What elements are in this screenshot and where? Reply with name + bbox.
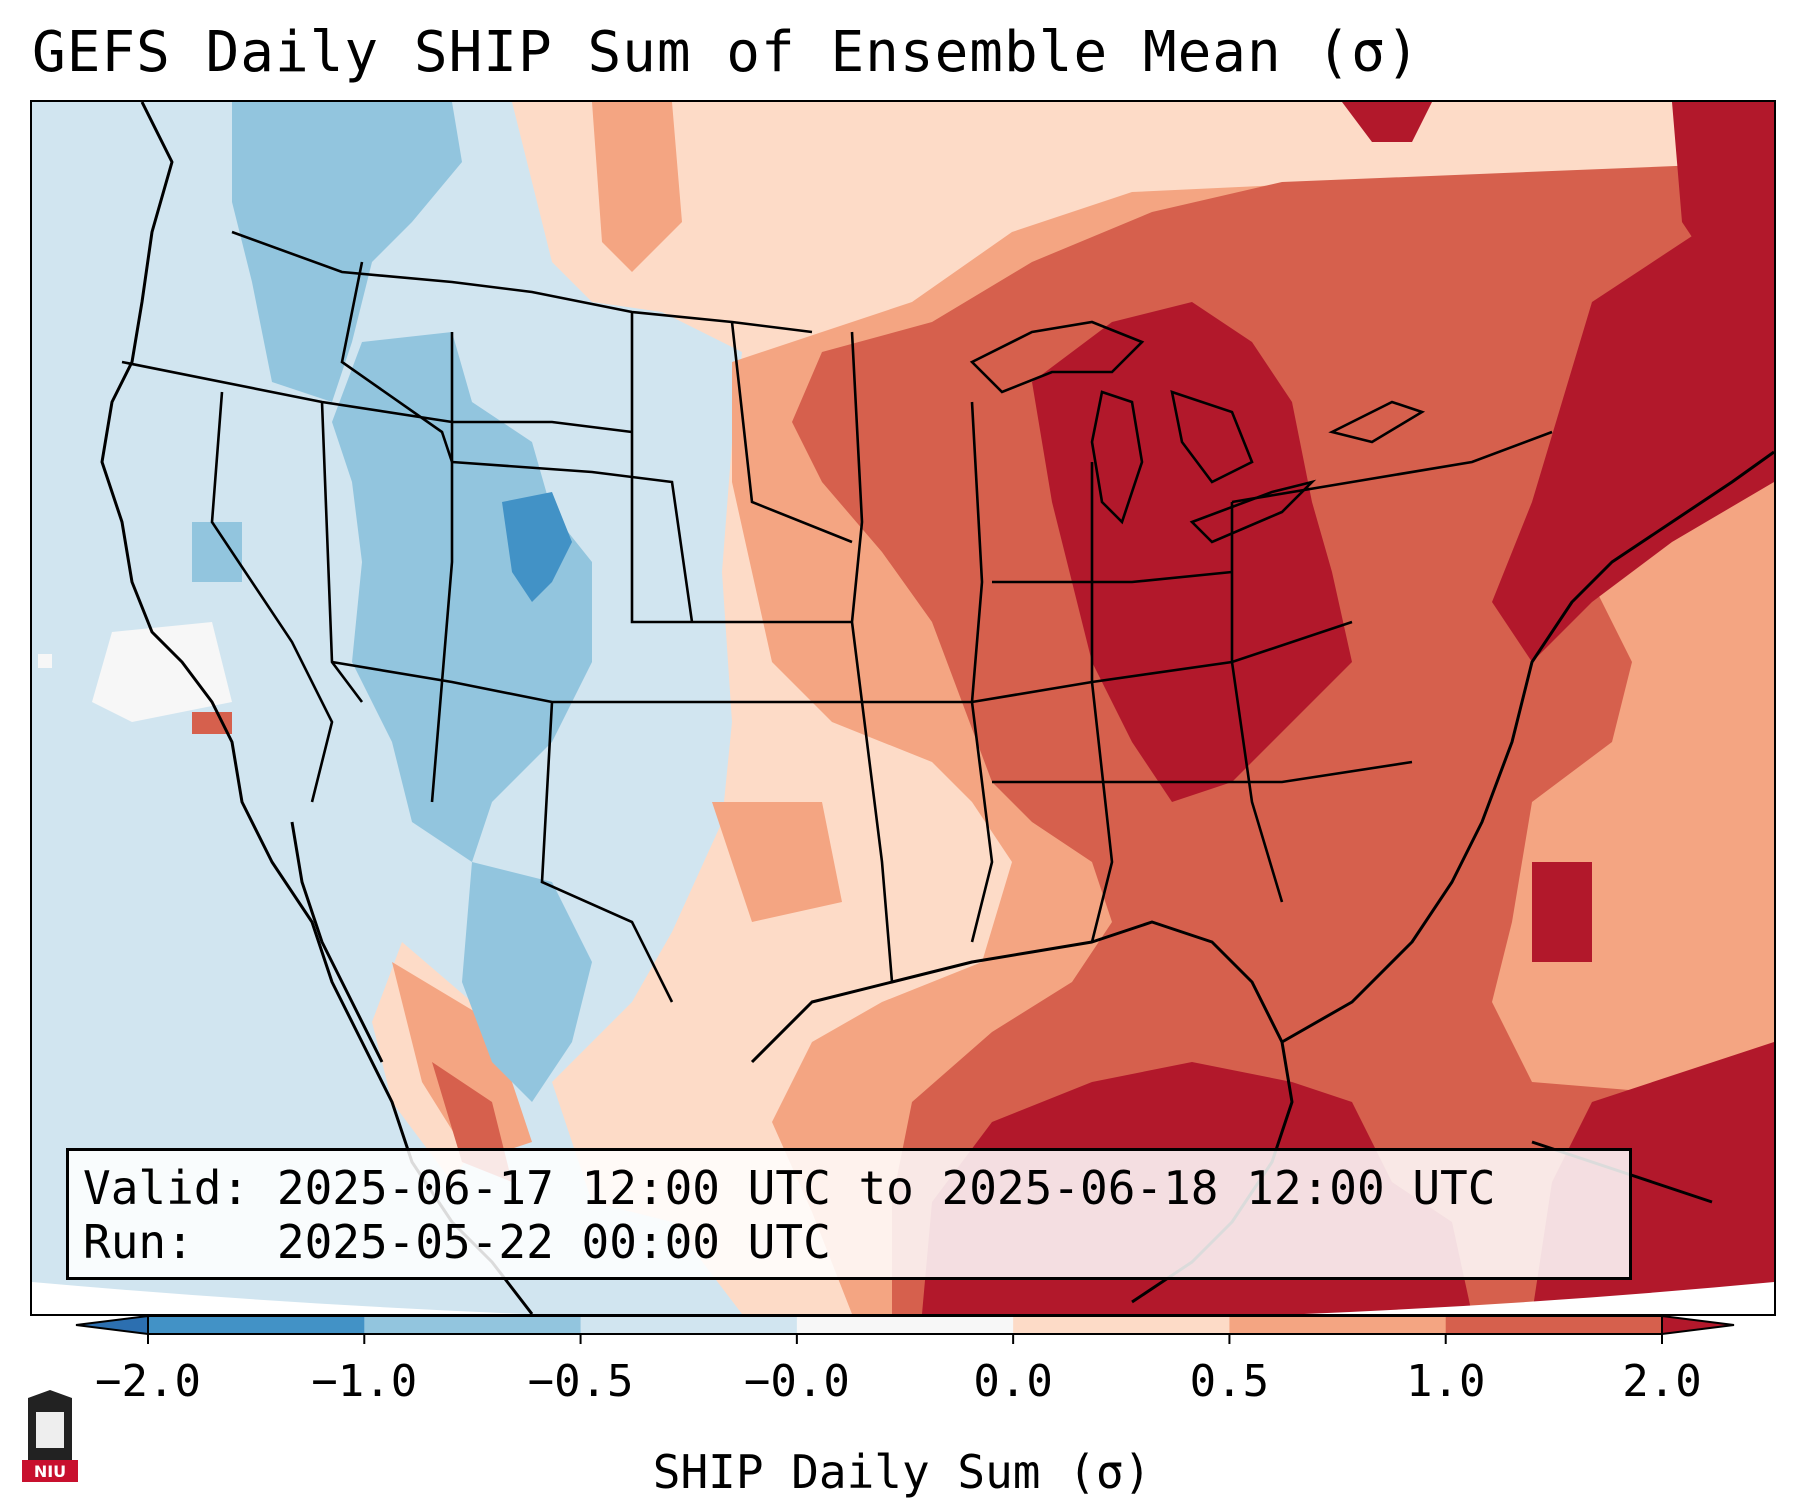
logo-banner xyxy=(22,1460,78,1482)
colorbar-tick-label: 1.0 xyxy=(1406,1356,1485,1407)
logo-roof xyxy=(28,1390,72,1398)
great-lakes xyxy=(969,320,1426,544)
quebec-strong-positive xyxy=(1532,192,1652,292)
great-basin-rockies-negative xyxy=(332,332,592,862)
nm-border xyxy=(540,701,674,1003)
mexico-positive xyxy=(392,962,532,1162)
nova-scotia-max xyxy=(1672,102,1774,282)
colorbar-ticks: −2.0 −1.0 −0.5 −0.0 0.0 0.5 1.0 2.0 xyxy=(95,1334,1702,1407)
great-plains-line xyxy=(630,312,852,624)
colorbar-bin xyxy=(796,1316,1014,1334)
pacific-coastline xyxy=(100,102,534,1314)
colorbar-bin xyxy=(364,1316,582,1334)
valid-run-info-box: Valid: 2025-06-17 12:00 UTC to 2025-06-1… xyxy=(66,1148,1632,1280)
pacific-northwest-negative xyxy=(232,102,462,402)
pacific-near-zero xyxy=(92,622,232,722)
in-oh-line xyxy=(1090,462,1114,943)
colorbar-bin xyxy=(580,1316,798,1334)
appalachian-line xyxy=(1230,502,1284,903)
ut-co-border xyxy=(430,332,454,803)
colorbar-frame xyxy=(147,1316,1663,1335)
colorbar-bin xyxy=(1445,1316,1663,1334)
shaded-map xyxy=(32,102,1774,1314)
id-mt-border xyxy=(340,261,454,463)
projection-edge xyxy=(32,1282,1774,1314)
colorbar-tick-label: −1.0 xyxy=(311,1356,417,1407)
northeast-max xyxy=(1492,182,1774,662)
tn-nc-line xyxy=(992,760,1413,784)
great-lakes-ohio-valley-max xyxy=(1032,302,1352,802)
near-zero-region xyxy=(32,622,1774,1314)
colorbar-tick-label: −0.5 xyxy=(528,1356,634,1407)
oh-river-line xyxy=(992,570,1233,584)
mexico-negative xyxy=(462,862,592,1102)
southern-tier-line xyxy=(672,620,1353,704)
lake-huron xyxy=(1170,390,1254,484)
strong-negative-region xyxy=(502,492,572,602)
lake-ontario xyxy=(1328,400,1426,444)
pacific-near-zero-pixel xyxy=(38,654,52,668)
colorbar-over-arrow xyxy=(1661,1316,1735,1336)
oklahoma-positive xyxy=(712,802,842,922)
colorbar: −2.0 −1.0 −0.5 −0.0 0.0 0.5 1.0 2.0 SHIP Daily … xyxy=(75,1316,1735,1499)
state-borders xyxy=(121,230,1553,1003)
mississippi-valley-line xyxy=(850,331,894,983)
ca-nv-border xyxy=(210,391,334,803)
valid-time: 2025-06-17 12:00 UTC to 2025-06-18 12:00… xyxy=(276,1161,1496,1215)
dakotas-line xyxy=(730,321,853,544)
strong-positive-field xyxy=(792,162,1774,1314)
colorbar-title: SHIP Daily Sum (σ) xyxy=(653,1445,1152,1499)
colorbar-tick-label: −0.0 xyxy=(744,1356,850,1407)
run-time: 2025-05-22 00:00 UTC xyxy=(276,1215,831,1269)
colorbar-under-arrow xyxy=(75,1316,149,1336)
run-label: Run: xyxy=(83,1215,194,1269)
colorbar-tick-label: 2.0 xyxy=(1622,1356,1701,1407)
montana-positive xyxy=(592,102,682,272)
negative-region xyxy=(192,102,592,1102)
ny-pa-line xyxy=(1231,430,1553,504)
valid-label: Valid: xyxy=(83,1161,250,1215)
quebec-max xyxy=(1342,102,1432,142)
lake-michigan xyxy=(1090,390,1144,525)
lake-superior xyxy=(969,320,1145,394)
colorbar-bin xyxy=(148,1316,365,1334)
logo-window xyxy=(36,1412,64,1448)
atlantic-coastline xyxy=(1281,450,1774,1044)
colorbar-bin xyxy=(1013,1316,1230,1334)
map-panel xyxy=(30,100,1776,1316)
logo-text: NIU xyxy=(34,1462,66,1481)
california-positive-pixel xyxy=(192,712,232,734)
colorbar-tick-label: 0.0 xyxy=(973,1356,1052,1407)
colorbar-tick-label: 0.5 xyxy=(1190,1356,1269,1407)
colorbar-bins xyxy=(75,1316,1735,1336)
nevada-negative-patch xyxy=(192,522,242,582)
colorbar-tick-label: −2.0 xyxy=(95,1356,201,1407)
niu-logo: NIU xyxy=(22,1390,78,1482)
four-corners-line xyxy=(331,660,672,704)
atlantic-max xyxy=(1532,862,1592,962)
midwest-line xyxy=(970,401,994,943)
baja-peninsula xyxy=(290,821,384,1063)
colorbar-bin xyxy=(1229,1316,1447,1334)
lake-erie xyxy=(1189,479,1317,544)
chart-title: GEFS Daily SHIP Sum of Ensemble Mean (σ) xyxy=(32,20,1421,85)
colorado-min xyxy=(502,492,572,602)
